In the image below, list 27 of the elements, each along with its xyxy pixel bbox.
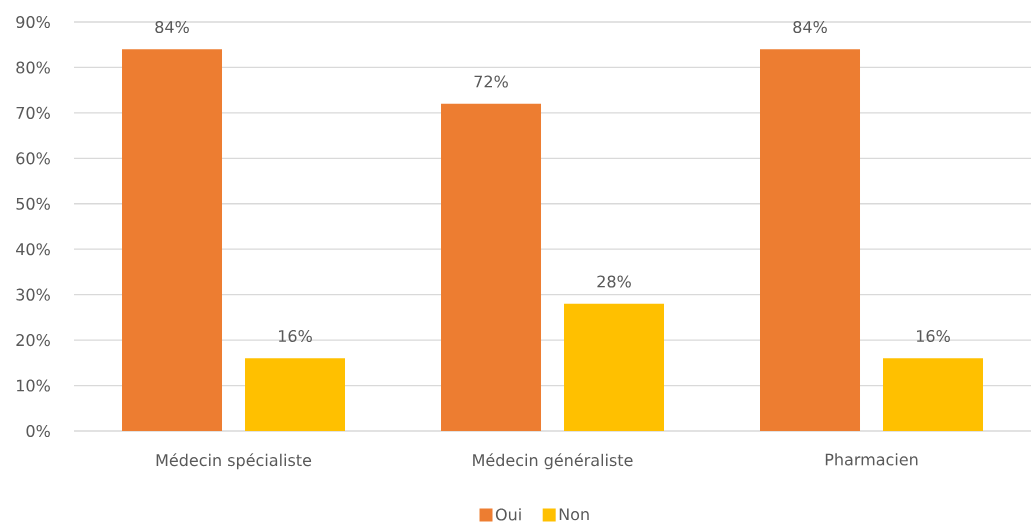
y-tick-label: 50% bbox=[16, 197, 50, 210]
y-tick-label: 30% bbox=[16, 288, 50, 301]
data-label: 84% bbox=[793, 20, 827, 34]
y-tick-label: 80% bbox=[16, 61, 50, 74]
y-tick-label: 20% bbox=[16, 334, 50, 347]
y-tick-label: 70% bbox=[16, 106, 50, 119]
data-label: 72% bbox=[474, 75, 508, 88]
x-tick-label: Médecin spécialiste bbox=[156, 453, 312, 470]
y-tick-label: 40% bbox=[16, 243, 50, 256]
bar bbox=[883, 358, 984, 431]
data-label: 28% bbox=[597, 275, 631, 288]
data-label: 84% bbox=[155, 20, 189, 34]
data-label: 16% bbox=[278, 329, 312, 343]
bar bbox=[760, 49, 861, 431]
y-tick-label: 10% bbox=[17, 379, 50, 392]
y-tick-label: 60% bbox=[16, 152, 50, 165]
x-tick-label: Pharmacien bbox=[825, 453, 918, 466]
bar bbox=[245, 358, 346, 431]
x-tick-label: Médecin généraliste bbox=[473, 453, 633, 470]
y-tick-label: 0% bbox=[26, 424, 50, 438]
data-label: 16% bbox=[916, 329, 950, 343]
y-tick-label: 90% bbox=[16, 15, 50, 29]
bar bbox=[564, 303, 665, 431]
legend-label: Oui bbox=[495, 508, 521, 521]
bar bbox=[122, 49, 223, 431]
legend-label: Non bbox=[559, 508, 589, 521]
bar bbox=[441, 103, 542, 431]
